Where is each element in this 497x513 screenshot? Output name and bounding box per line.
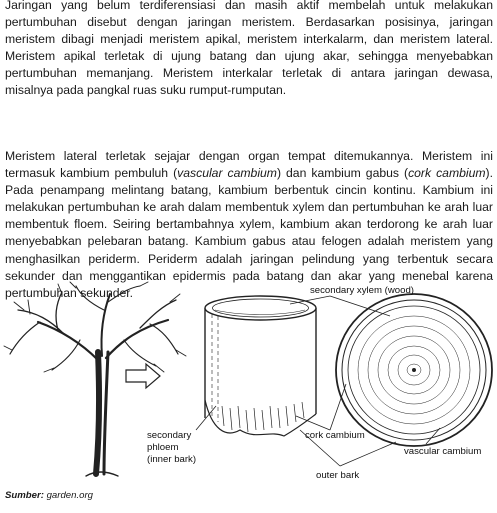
cross-section-drawing bbox=[335, 293, 493, 447]
tree-drawing bbox=[3, 281, 187, 477]
stem-anatomy-figure: secondary xylem (wood) secondary phloem … bbox=[0, 280, 497, 490]
paragraph-lateral-meristem: Meristem lateral terletak sejajar dengan… bbox=[5, 148, 493, 302]
paragraph-text-part3: ). Pada penampang melintang batang, kamb… bbox=[5, 166, 493, 300]
term-cork-cambium: cork cambium bbox=[408, 166, 486, 181]
source-value: garden.org bbox=[46, 490, 93, 501]
label-secondary-phloem-2: phloem bbox=[147, 442, 179, 453]
figure-source: Sumber: garden.org bbox=[5, 490, 93, 501]
label-vascular-cambium: vascular cambium bbox=[404, 446, 482, 457]
paragraph-text-part2: ) dan kambium gabus ( bbox=[276, 166, 409, 181]
label-cork-cambium: cork cambium bbox=[305, 430, 365, 441]
paragraph-meristem-definition: Jaringan yang belum terdiferensiasi dan … bbox=[5, 0, 493, 98]
term-vascular-cambium: vascular cambium bbox=[177, 166, 277, 181]
source-label: Sumber: bbox=[5, 490, 44, 501]
label-secondary-xylem: secondary xylem (wood) bbox=[310, 285, 414, 296]
label-secondary-phloem-1: secondary bbox=[147, 430, 192, 441]
label-leader-lines bbox=[195, 295, 441, 467]
paragraph-text-part1: Meristem lateral terletak sejajar dengan… bbox=[5, 149, 493, 181]
stem-anatomy-illustration bbox=[3, 281, 493, 477]
label-outer-bark: outer bark bbox=[316, 470, 360, 481]
trunk-cylinder-drawing bbox=[204, 295, 317, 437]
label-secondary-phloem-3: (inner bark) bbox=[147, 454, 197, 465]
arrow-drawing bbox=[125, 362, 161, 390]
